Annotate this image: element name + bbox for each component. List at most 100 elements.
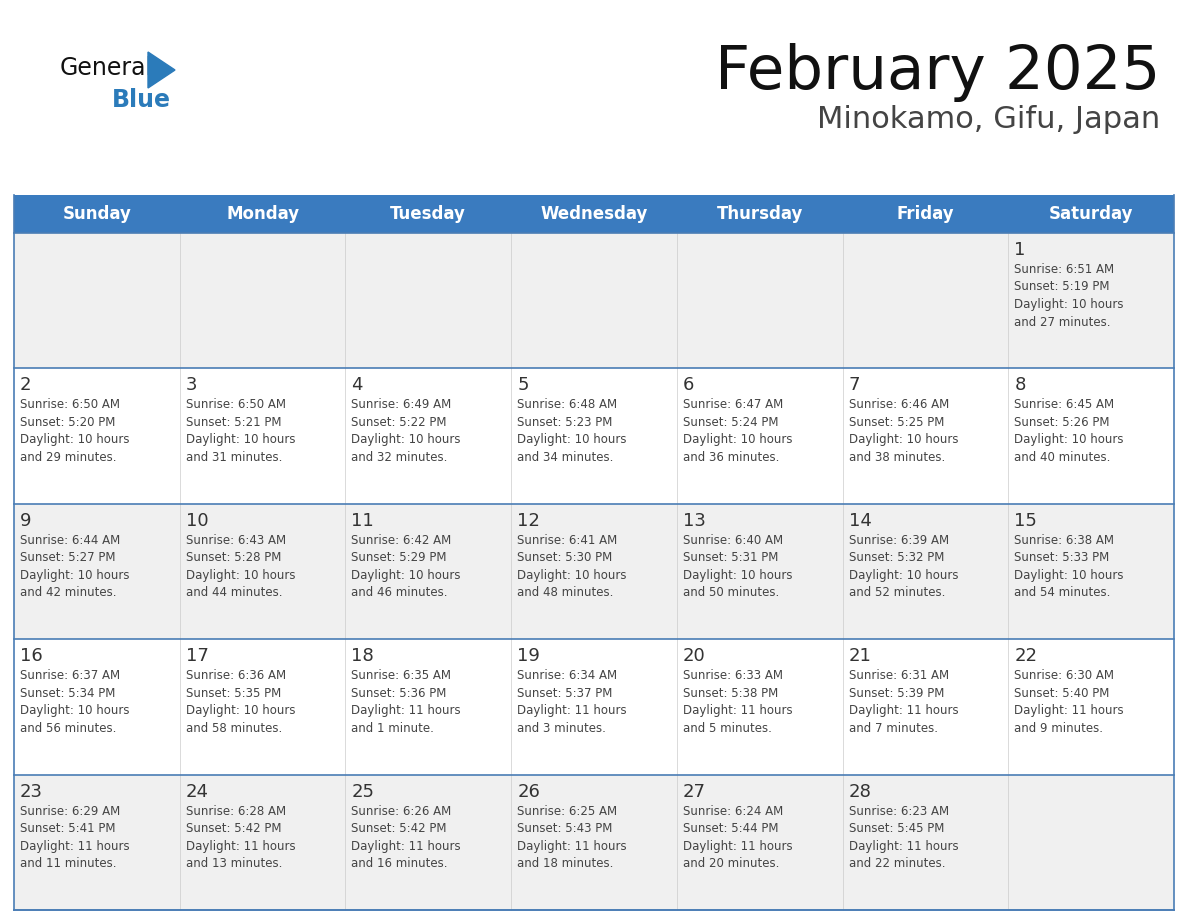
Bar — [346, 639, 511, 775]
Text: 10: 10 — [185, 512, 208, 530]
Text: Sunrise: 6:29 AM
Sunset: 5:41 PM
Daylight: 11 hours
and 11 minutes.: Sunrise: 6:29 AM Sunset: 5:41 PM Dayligh… — [20, 804, 129, 870]
Text: Sunrise: 6:30 AM
Sunset: 5:40 PM
Daylight: 11 hours
and 9 minutes.: Sunrise: 6:30 AM Sunset: 5:40 PM Dayligh… — [1015, 669, 1124, 734]
Text: Sunrise: 6:44 AM
Sunset: 5:27 PM
Daylight: 10 hours
and 42 minutes.: Sunrise: 6:44 AM Sunset: 5:27 PM Dayligh… — [20, 533, 129, 599]
Text: Sunrise: 6:40 AM
Sunset: 5:31 PM
Daylight: 10 hours
and 50 minutes.: Sunrise: 6:40 AM Sunset: 5:31 PM Dayligh… — [683, 533, 792, 599]
Text: 12: 12 — [517, 512, 541, 530]
Bar — [677, 775, 842, 910]
Text: Tuesday: Tuesday — [391, 205, 466, 223]
Text: 3: 3 — [185, 376, 197, 395]
Text: 28: 28 — [848, 783, 872, 800]
Text: Sunrise: 6:41 AM
Sunset: 5:30 PM
Daylight: 10 hours
and 48 minutes.: Sunrise: 6:41 AM Sunset: 5:30 PM Dayligh… — [517, 533, 626, 599]
Text: Sunrise: 6:51 AM
Sunset: 5:19 PM
Daylight: 10 hours
and 27 minutes.: Sunrise: 6:51 AM Sunset: 5:19 PM Dayligh… — [1015, 263, 1124, 329]
Text: Friday: Friday — [897, 205, 954, 223]
Text: 14: 14 — [848, 512, 872, 530]
Text: Sunrise: 6:36 AM
Sunset: 5:35 PM
Daylight: 10 hours
and 58 minutes.: Sunrise: 6:36 AM Sunset: 5:35 PM Dayligh… — [185, 669, 295, 734]
Text: 27: 27 — [683, 783, 706, 800]
Text: Sunrise: 6:45 AM
Sunset: 5:26 PM
Daylight: 10 hours
and 40 minutes.: Sunrise: 6:45 AM Sunset: 5:26 PM Dayligh… — [1015, 398, 1124, 464]
Bar — [179, 368, 346, 504]
Text: 6: 6 — [683, 376, 694, 395]
Text: February 2025: February 2025 — [715, 42, 1159, 102]
Text: Sunrise: 6:25 AM
Sunset: 5:43 PM
Daylight: 11 hours
and 18 minutes.: Sunrise: 6:25 AM Sunset: 5:43 PM Dayligh… — [517, 804, 627, 870]
Bar — [14, 639, 179, 775]
Bar — [842, 639, 1009, 775]
Bar — [1009, 233, 1174, 368]
Text: Sunrise: 6:35 AM
Sunset: 5:36 PM
Daylight: 11 hours
and 1 minute.: Sunrise: 6:35 AM Sunset: 5:36 PM Dayligh… — [352, 669, 461, 734]
Text: Sunrise: 6:47 AM
Sunset: 5:24 PM
Daylight: 10 hours
and 36 minutes.: Sunrise: 6:47 AM Sunset: 5:24 PM Dayligh… — [683, 398, 792, 464]
Text: 1: 1 — [1015, 241, 1025, 259]
Bar — [677, 639, 842, 775]
Text: 7: 7 — [848, 376, 860, 395]
Text: 18: 18 — [352, 647, 374, 666]
Bar — [179, 775, 346, 910]
Text: Sunrise: 6:48 AM
Sunset: 5:23 PM
Daylight: 10 hours
and 34 minutes.: Sunrise: 6:48 AM Sunset: 5:23 PM Dayligh… — [517, 398, 626, 464]
Bar — [1009, 195, 1174, 233]
Bar — [677, 504, 842, 639]
Text: Minokamo, Gifu, Japan: Minokamo, Gifu, Japan — [817, 106, 1159, 135]
Bar — [677, 195, 842, 233]
Text: Sunrise: 6:34 AM
Sunset: 5:37 PM
Daylight: 11 hours
and 3 minutes.: Sunrise: 6:34 AM Sunset: 5:37 PM Dayligh… — [517, 669, 627, 734]
Text: 26: 26 — [517, 783, 541, 800]
Text: 15: 15 — [1015, 512, 1037, 530]
Text: Sunrise: 6:46 AM
Sunset: 5:25 PM
Daylight: 10 hours
and 38 minutes.: Sunrise: 6:46 AM Sunset: 5:25 PM Dayligh… — [848, 398, 958, 464]
Bar — [14, 195, 179, 233]
Text: Sunrise: 6:39 AM
Sunset: 5:32 PM
Daylight: 10 hours
and 52 minutes.: Sunrise: 6:39 AM Sunset: 5:32 PM Dayligh… — [848, 533, 958, 599]
Text: Sunrise: 6:50 AM
Sunset: 5:21 PM
Daylight: 10 hours
and 31 minutes.: Sunrise: 6:50 AM Sunset: 5:21 PM Dayligh… — [185, 398, 295, 464]
Text: 16: 16 — [20, 647, 43, 666]
Text: 5: 5 — [517, 376, 529, 395]
Bar — [842, 233, 1009, 368]
Bar — [179, 504, 346, 639]
Bar — [346, 368, 511, 504]
Bar — [14, 504, 179, 639]
Bar — [14, 233, 179, 368]
Text: 4: 4 — [352, 376, 362, 395]
Text: 22: 22 — [1015, 647, 1037, 666]
Bar — [179, 195, 346, 233]
Bar — [842, 368, 1009, 504]
Bar — [346, 195, 511, 233]
Bar — [677, 368, 842, 504]
Text: 21: 21 — [848, 647, 872, 666]
Text: Sunrise: 6:50 AM
Sunset: 5:20 PM
Daylight: 10 hours
and 29 minutes.: Sunrise: 6:50 AM Sunset: 5:20 PM Dayligh… — [20, 398, 129, 464]
Bar — [1009, 504, 1174, 639]
Bar — [511, 233, 677, 368]
Bar — [511, 504, 677, 639]
Text: Monday: Monday — [226, 205, 299, 223]
Text: Sunrise: 6:43 AM
Sunset: 5:28 PM
Daylight: 10 hours
and 44 minutes.: Sunrise: 6:43 AM Sunset: 5:28 PM Dayligh… — [185, 533, 295, 599]
Bar — [179, 639, 346, 775]
Bar — [842, 504, 1009, 639]
Bar — [346, 233, 511, 368]
Bar — [511, 639, 677, 775]
Text: 2: 2 — [20, 376, 32, 395]
Text: 24: 24 — [185, 783, 209, 800]
Text: General: General — [61, 56, 153, 80]
Text: Sunrise: 6:26 AM
Sunset: 5:42 PM
Daylight: 11 hours
and 16 minutes.: Sunrise: 6:26 AM Sunset: 5:42 PM Dayligh… — [352, 804, 461, 870]
Bar — [346, 504, 511, 639]
Text: Sunrise: 6:37 AM
Sunset: 5:34 PM
Daylight: 10 hours
and 56 minutes.: Sunrise: 6:37 AM Sunset: 5:34 PM Dayligh… — [20, 669, 129, 734]
Text: Sunrise: 6:24 AM
Sunset: 5:44 PM
Daylight: 11 hours
and 20 minutes.: Sunrise: 6:24 AM Sunset: 5:44 PM Dayligh… — [683, 804, 792, 870]
Text: 9: 9 — [20, 512, 32, 530]
Text: Wednesday: Wednesday — [541, 205, 647, 223]
Text: Blue: Blue — [112, 88, 171, 112]
Text: Sunrise: 6:23 AM
Sunset: 5:45 PM
Daylight: 11 hours
and 22 minutes.: Sunrise: 6:23 AM Sunset: 5:45 PM Dayligh… — [848, 804, 959, 870]
Text: 25: 25 — [352, 783, 374, 800]
Text: 20: 20 — [683, 647, 706, 666]
Bar — [511, 775, 677, 910]
Text: Sunrise: 6:49 AM
Sunset: 5:22 PM
Daylight: 10 hours
and 32 minutes.: Sunrise: 6:49 AM Sunset: 5:22 PM Dayligh… — [352, 398, 461, 464]
Text: Sunrise: 6:31 AM
Sunset: 5:39 PM
Daylight: 11 hours
and 7 minutes.: Sunrise: 6:31 AM Sunset: 5:39 PM Dayligh… — [848, 669, 959, 734]
Bar — [1009, 639, 1174, 775]
Text: Sunrise: 6:33 AM
Sunset: 5:38 PM
Daylight: 11 hours
and 5 minutes.: Sunrise: 6:33 AM Sunset: 5:38 PM Dayligh… — [683, 669, 792, 734]
Bar — [14, 368, 179, 504]
Text: 11: 11 — [352, 512, 374, 530]
Text: Thursday: Thursday — [716, 205, 803, 223]
Text: 23: 23 — [20, 783, 43, 800]
Text: 13: 13 — [683, 512, 706, 530]
Bar — [14, 775, 179, 910]
Text: Sunrise: 6:38 AM
Sunset: 5:33 PM
Daylight: 10 hours
and 54 minutes.: Sunrise: 6:38 AM Sunset: 5:33 PM Dayligh… — [1015, 533, 1124, 599]
Text: Sunday: Sunday — [63, 205, 132, 223]
Bar — [842, 195, 1009, 233]
Text: Sunrise: 6:42 AM
Sunset: 5:29 PM
Daylight: 10 hours
and 46 minutes.: Sunrise: 6:42 AM Sunset: 5:29 PM Dayligh… — [352, 533, 461, 599]
Bar — [511, 368, 677, 504]
Bar — [346, 775, 511, 910]
Bar — [677, 233, 842, 368]
Bar — [179, 233, 346, 368]
